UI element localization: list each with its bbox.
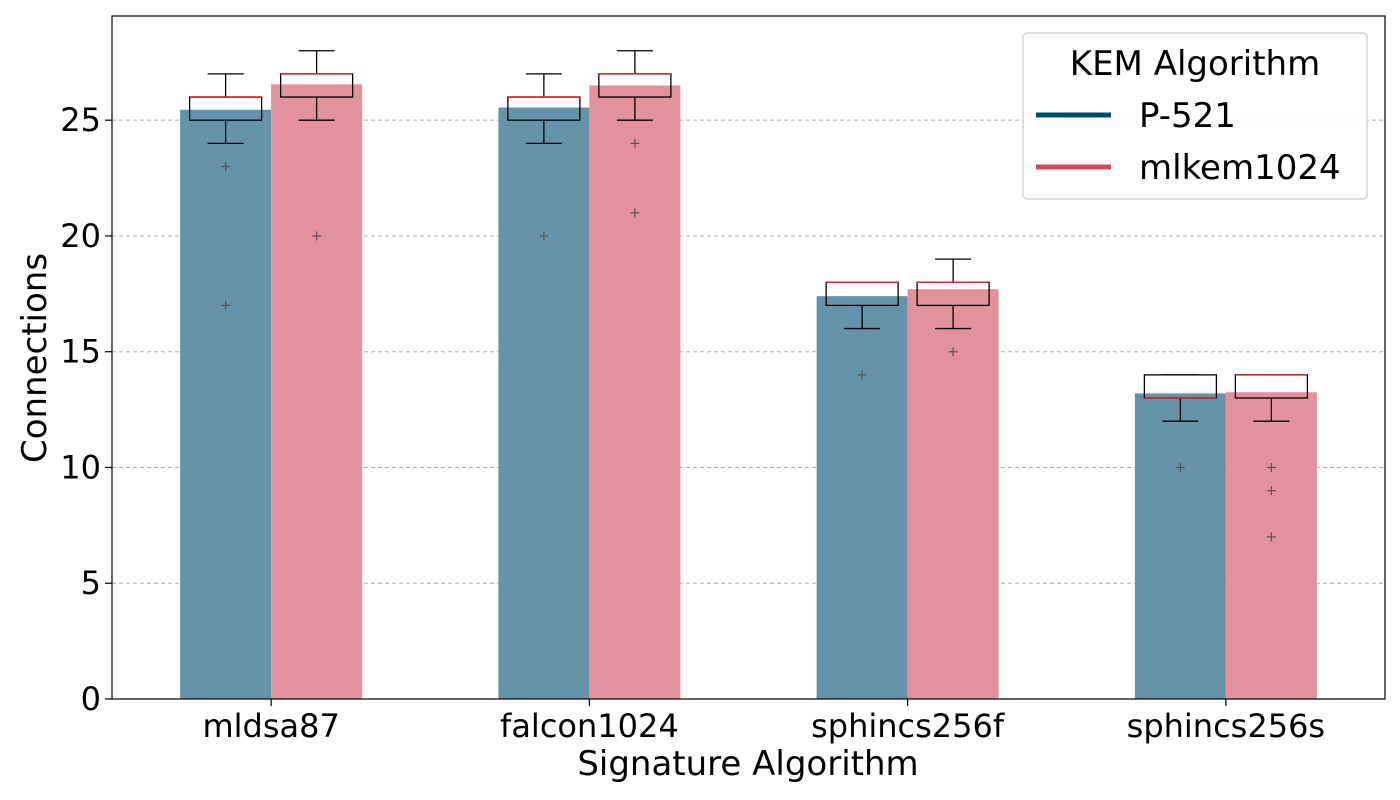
box-plot-P-521-mldsa87 [188,73,263,310]
x-tick-label: sphincs256f [811,707,1005,745]
box-plot-mlkem1024-mldsa87 [279,50,354,241]
outlier-marker [1266,462,1276,472]
bar-mlkem1024-mldsa87 [271,84,363,700]
bar-P-521-falcon1024 [498,107,590,700]
y-tick-label: 20 [60,217,101,255]
bar-mlkem1024-sphincs256f [907,289,999,699]
y-tick-label: 15 [60,333,101,371]
outlier-marker [221,300,231,310]
box-plot-P-521-sphincs256s [1143,374,1218,472]
legend-label-mlkem1024: mlkem1024 [1139,148,1341,188]
box-plot-mlkem1024-falcon1024 [598,50,672,218]
x-axis: mldsa87 falcon1024 sphincs256f sphincs256s [202,699,1325,745]
legend-box [1022,32,1368,200]
legend-label-P-521: P-521 [1139,96,1236,136]
box-plots [188,50,1309,542]
outlier-marker [948,347,958,357]
y-tick-label: 5 [81,564,101,602]
y-axis: 0 5 10 15 20 25 [60,101,112,718]
y-tick-label: 25 [60,101,101,139]
y-axis-label: Connections [15,253,55,463]
outlier-marker [630,138,640,148]
x-tick-label: sphincs256s [1127,707,1325,745]
outlier-marker [857,370,867,380]
bar-P-521-sphincs256s [1134,393,1226,699]
outlier-marker [1266,486,1276,496]
outlier-marker [221,161,231,171]
y-tick-label: 10 [60,448,101,486]
bars [180,84,1317,700]
outlier-marker [1175,462,1185,472]
outlier-marker [539,231,549,241]
y-tick-label: 0 [81,680,101,718]
outlier-marker [312,231,322,241]
legend: KEM Algorithm P-521 mlkem1024 [1022,32,1368,200]
bar-P-521-mldsa87 [180,109,272,699]
bar-P-521-sphincs256f [816,296,908,699]
outlier-marker [1266,532,1276,542]
legend-title: KEM Algorithm [1070,44,1320,84]
x-tick-label: mldsa87 [202,707,339,745]
box-plot-P-521-sphincs256f [825,281,899,380]
box-plot-P-521-falcon1024 [507,73,581,241]
plot-frame [111,15,1386,700]
box-plot-mlkem1024-sphincs256s [1234,374,1309,542]
box-plot-mlkem1024-sphincs256f [916,258,990,357]
outlier-marker [630,208,640,218]
bar-mlkem1024-falcon1024 [589,85,681,699]
bar-mlkem1024-sphincs256s [1225,392,1317,699]
x-tick-label: falcon1024 [500,707,679,745]
x-axis-label: Signature Algorithm [577,744,918,784]
